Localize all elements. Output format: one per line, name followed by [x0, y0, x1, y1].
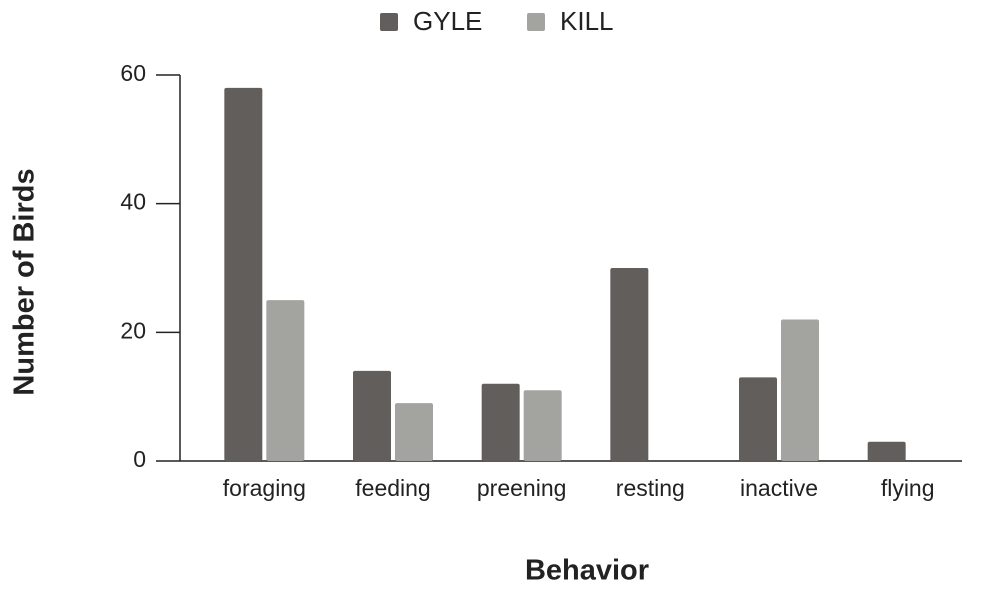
bar — [353, 370, 391, 461]
bar — [867, 441, 906, 461]
bar — [395, 403, 433, 461]
x-tick-label: resting — [616, 475, 685, 501]
legend-label: GYLE — [413, 6, 482, 36]
legend-label: KILL — [560, 6, 614, 36]
y-tick-label: 40 — [120, 189, 146, 215]
bar — [610, 268, 649, 461]
x-tick-label: preening — [477, 475, 567, 501]
y-tick-label: 20 — [120, 317, 146, 343]
y-tick-label: 60 — [120, 60, 146, 86]
y-axis-title: Number of Birds — [9, 168, 41, 395]
x-tick-label: feeding — [355, 475, 430, 501]
bar — [781, 319, 819, 461]
bar — [224, 87, 263, 461]
legend-swatch — [527, 13, 545, 31]
bar — [481, 383, 520, 461]
legend-swatch — [380, 13, 398, 31]
x-axis-title: Behavior — [525, 555, 649, 587]
bar — [266, 300, 305, 461]
x-tick-label: inactive — [740, 475, 818, 501]
bar — [523, 390, 562, 461]
x-tick-label: flying — [881, 475, 935, 501]
x-tick-label: foraging — [223, 475, 306, 501]
y-tick-label: 0 — [133, 446, 146, 472]
bar — [739, 377, 777, 461]
